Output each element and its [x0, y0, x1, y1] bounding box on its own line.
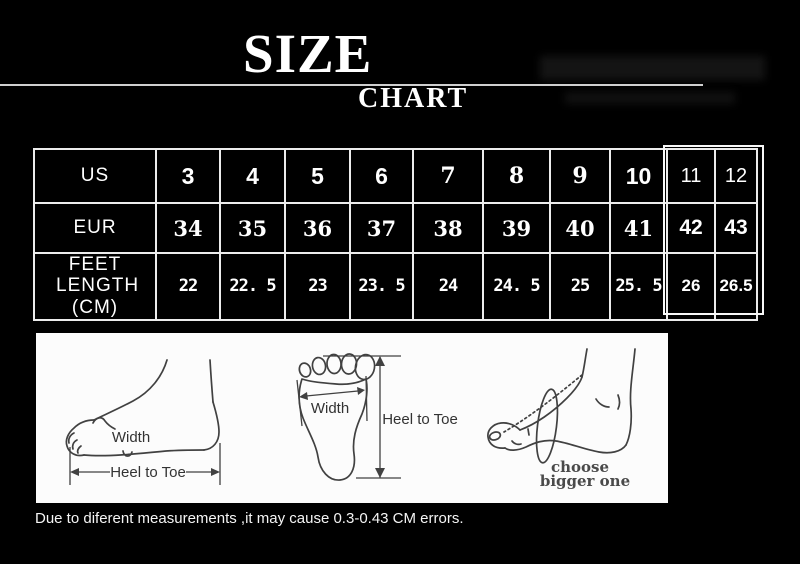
table-cell: 25. 5: [609, 252, 668, 321]
table-cell: 26.5: [714, 252, 758, 321]
table-cell: 25: [549, 252, 611, 321]
table-cell: 11: [666, 148, 716, 204]
table-cell: 4: [219, 148, 286, 204]
bottom-view-width-label: Width: [311, 400, 349, 417]
table-row-us: US 3 4 5 6 7 8 9 10 11 12: [33, 148, 758, 204]
table-cell: 34: [155, 202, 221, 254]
table-cell: 10: [609, 148, 668, 204]
table-row-feet-length: FEET LENGTH (CM) 22 22. 5 23 23. 5 24 24…: [33, 252, 758, 321]
table-cell: 41: [609, 202, 668, 254]
table-cell: 23: [284, 252, 351, 321]
table-cell: 42: [666, 202, 716, 254]
table-cell: 3: [155, 148, 221, 204]
table-cell: 43: [714, 202, 758, 254]
table-cell: 24. 5: [482, 252, 551, 321]
table-cell: 7: [412, 148, 484, 204]
table-cell: 12: [714, 148, 758, 204]
table-cell: 6: [349, 148, 414, 204]
table-cell: 22. 5: [219, 252, 286, 321]
table-cell: 9: [549, 148, 611, 204]
page-title: SIZE: [243, 23, 373, 84]
size-table: US 3 4 5 6 7 8 9 10 11 12 EUR 34 35 36 3…: [33, 148, 758, 321]
table-cell: 37: [349, 202, 414, 254]
table-cell: 39: [482, 202, 551, 254]
page-subtitle: CHART: [358, 83, 469, 114]
header-divider-line: [0, 84, 703, 86]
table-cell: 38: [412, 202, 484, 254]
table-cell: 36: [284, 202, 351, 254]
background-smudge: [540, 56, 765, 80]
table-cell: 8: [482, 148, 551, 204]
girth-tip-line2: bigger one: [540, 472, 630, 490]
girth-tip-line1: choose: [551, 458, 609, 476]
side-view-length-label: Heel to Toe: [110, 464, 186, 481]
foot-measurement-illustration: Width Heel to Toe Width Heel to Toe: [65, 348, 636, 490]
table-cell: 22: [155, 252, 221, 321]
table-cell: 26: [666, 252, 716, 321]
table-cell: 5: [284, 148, 351, 204]
side-view-width-label: Width: [112, 429, 150, 446]
measurement-diagram-panel: Width Heel to Toe Width Heel to Toe: [36, 333, 668, 503]
row-label-feet-length: FEET LENGTH (CM): [33, 252, 157, 321]
foot-girth-view-drawing: choose bigger one: [487, 348, 636, 490]
table-cell: 23. 5: [349, 252, 414, 321]
table-cell: 35: [219, 202, 286, 254]
foot-side-view-drawing: Width Heel to Toe: [65, 359, 221, 485]
bottom-view-length-label: Heel to Toe: [382, 411, 458, 428]
table-cell: 40: [549, 202, 611, 254]
row-label-us: US: [33, 148, 157, 204]
background-smudge: [565, 92, 735, 104]
measurement-error-note: Due to diferent measurements ,it may cau…: [35, 510, 464, 527]
row-label-eur: EUR: [33, 202, 157, 254]
table-cell: 24: [412, 252, 484, 321]
foot-bottom-view-drawing: Width Heel to Toe: [296, 353, 458, 481]
table-row-eur: EUR 34 35 36 37 38 39 40 41 42 43: [33, 202, 758, 254]
